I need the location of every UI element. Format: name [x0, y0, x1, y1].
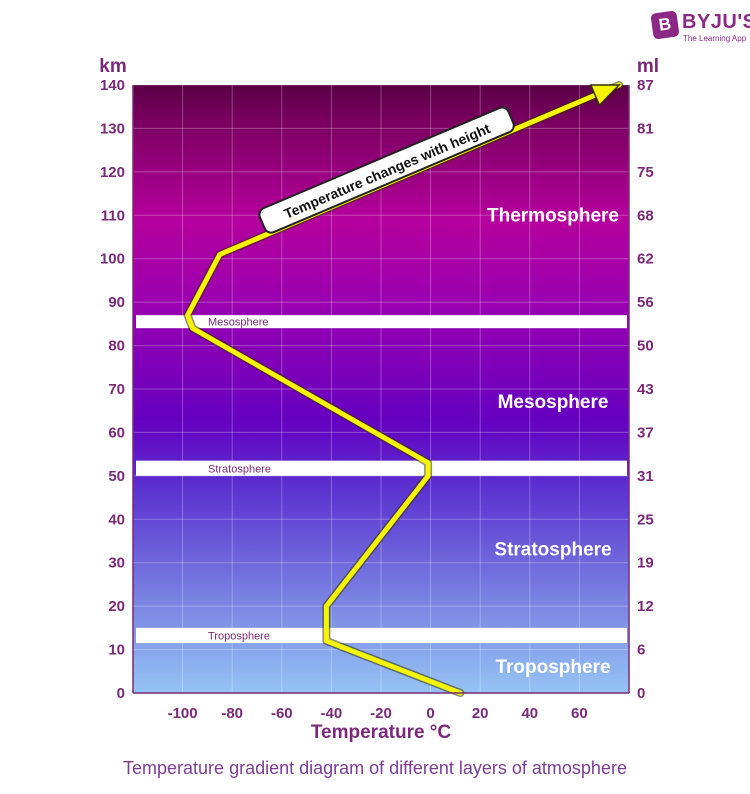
- boundary-band: [136, 627, 627, 644]
- y-tick-label-left: 120: [100, 164, 125, 181]
- y-tick-label-right: 6: [637, 642, 645, 659]
- y-tick-label-right: 81: [637, 120, 654, 137]
- boundary-label: Mesosphere: [208, 317, 269, 329]
- y-tick-label-right: 37: [637, 424, 654, 441]
- y-tick-label-right: 12: [637, 598, 654, 615]
- y-tick-label-left: 20: [108, 598, 125, 615]
- boundary-band: [136, 460, 627, 476]
- layer-label: Stratosphere: [494, 540, 611, 561]
- x-axis-title: Temperature °C: [311, 722, 452, 743]
- y-tick-label-right: 68: [637, 207, 654, 224]
- temperature-line: [185, 82, 622, 696]
- y-axis-left-unit: km: [99, 56, 126, 77]
- layer-boundaries: Mesosphere Stratosphere Troposphere: [136, 315, 627, 644]
- x-tick-label: -40: [321, 705, 343, 722]
- y-tick-label-left: 130: [100, 120, 125, 137]
- y-tick-label-left: 100: [100, 251, 125, 268]
- brand-badge-icon: B: [650, 10, 680, 40]
- y-tick-label-left: 60: [108, 424, 125, 441]
- y-tick-label-left: 70: [108, 381, 125, 398]
- y-axis-right-unit: ml: [637, 56, 659, 77]
- y-tick-label-left: 80: [108, 338, 125, 355]
- y-tick-label-left: 40: [108, 511, 125, 528]
- y-tick-label-left: 30: [108, 555, 125, 572]
- y-tick-label-left: 140: [100, 77, 125, 94]
- axes: 0 10 20 30 40 50 60 70 80 90 100 110 120 130 140 0 6 12 19…: [99, 56, 659, 743]
- layer-labels: Thermosphere Mesosphere Stratosphere Tropos…: [487, 205, 619, 678]
- y-tick-label-left: 10: [108, 642, 125, 659]
- y-tick-label-right: 31: [637, 468, 654, 485]
- y-tick-label-left: 50: [108, 468, 125, 485]
- layer-label: Troposphere: [495, 657, 610, 678]
- x-tick-label: -60: [271, 705, 293, 722]
- x-tick-label: 0: [426, 705, 434, 722]
- x-tick-label: 40: [521, 705, 538, 722]
- layer-label: Thermosphere: [487, 205, 619, 226]
- chart-caption: Temperature gradient diagram of differen…: [123, 758, 627, 778]
- brand-name: BYJU'S: [682, 11, 750, 33]
- temperature-line: [183, 81, 624, 697]
- x-tick-label: 60: [571, 705, 588, 722]
- x-tick-label: -80: [221, 705, 243, 722]
- y-tick-label-right: 50: [637, 338, 654, 355]
- boundary-label: Troposphere: [208, 630, 270, 642]
- brand-tagline: The Learning App: [683, 34, 747, 43]
- annotation-background: [258, 106, 515, 234]
- x-tick-label: -100: [168, 705, 198, 722]
- brand-badge-letter: B: [657, 14, 673, 35]
- layer-label: Mesosphere: [498, 392, 609, 413]
- y-tick-label-right: 43: [637, 381, 654, 398]
- y-tick-label-right: 19: [637, 555, 654, 572]
- y-tick-label-left: 110: [101, 207, 125, 224]
- y-tick-label-right: 75: [637, 164, 654, 181]
- line-arrowhead: [589, 84, 621, 107]
- y-tick-label-left: 0: [117, 685, 125, 702]
- y-tick-label-right: 0: [637, 685, 645, 702]
- y-tick-label-right: 56: [637, 294, 654, 311]
- y-tick-label-right: 25: [637, 511, 654, 528]
- y-tick-label-right: 87: [637, 77, 654, 94]
- boundary-band: [136, 315, 627, 329]
- boundary-label: Stratosphere: [208, 463, 271, 475]
- brand-logo: B BYJU'S The Learning App: [650, 10, 750, 46]
- y-tick-label-right: 62: [637, 251, 654, 268]
- y-tick-label-left: 90: [108, 294, 125, 311]
- x-tick-label: 20: [472, 705, 489, 722]
- x-tick-label: -20: [370, 705, 392, 722]
